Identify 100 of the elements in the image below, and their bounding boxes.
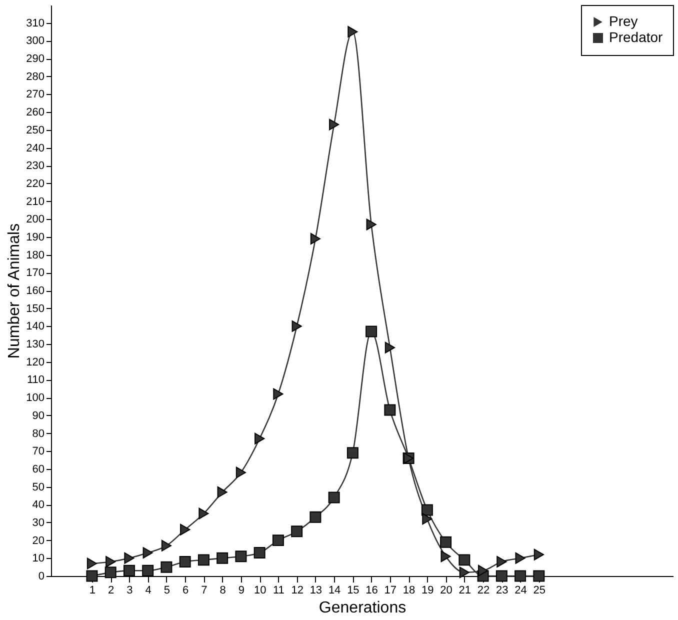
y-tick-label: 290 [26,53,44,66]
y-tick-label: 240 [26,142,44,154]
x-tick-label: 3 [126,584,133,596]
y-tick-label: 0 [38,570,44,582]
y-axis-title: Number of Animals [6,223,24,359]
point [310,511,322,523]
point [217,486,228,498]
point [496,556,507,568]
x-tick-label: 6 [182,584,189,596]
y-tick-label: 260 [26,106,44,119]
point [458,554,470,566]
y-tick-label: 110 [26,374,44,386]
y-tick-label: 210 [26,196,44,208]
x-tick-label: 9 [238,584,245,596]
point [366,326,378,338]
point [123,564,135,576]
point [346,447,358,459]
y-tick-label: 130 [26,338,44,351]
y-tick-label: 100 [26,392,44,404]
x-tick-label: 22 [477,584,490,596]
point [533,570,545,582]
point [478,564,488,576]
y-tick-label: 140 [26,320,44,333]
point [291,526,303,538]
x-tick-label: 17 [384,584,397,596]
x-axis-title: Generations [318,600,406,616]
y-tick-label: 170 [26,267,44,280]
x-tick-label: 5 [164,584,170,596]
y-tick-label: 190 [26,231,44,244]
x-tick-label: 25 [533,584,546,596]
point [515,552,526,564]
y-tick-label: 200 [26,214,44,226]
point [142,547,153,559]
point [124,552,134,564]
point [514,570,526,582]
x-tick-label: 20 [440,584,452,596]
y-tick-label: 30 [32,516,44,529]
point [236,466,246,478]
y-tick-label: 270 [26,88,44,101]
point [254,432,265,444]
x-tick-label: 2 [108,584,114,596]
y-tick-label: 20 [32,534,44,547]
x-tick-label: 13 [310,584,322,596]
point [180,524,190,536]
point [142,564,154,576]
point [235,550,247,562]
point [292,320,302,332]
x-tick-label: 14 [328,584,341,596]
point [160,561,172,573]
y-tick-label: 300 [26,35,44,48]
point [534,548,544,560]
x-tick-label: 16 [366,584,378,596]
point [179,556,191,568]
x-tick-label: 7 [201,584,208,596]
point [496,570,508,582]
y-tick-label: 120 [26,356,44,368]
point [329,118,340,130]
point [161,540,172,552]
x-tick-label: 19 [422,584,434,596]
point [272,534,284,546]
point [216,552,228,564]
y-tick-label: 280 [26,70,44,83]
point [422,513,432,525]
y-tick-label: 90 [32,410,44,422]
point [86,558,98,570]
y-tick-label: 160 [26,285,44,297]
y-tick-label: 230 [26,160,44,172]
x-tick-label: 4 [145,584,152,596]
y-tick-label: 50 [32,481,44,494]
x-tick-label: 12 [291,584,304,596]
point [366,218,376,230]
y-tick-label: 250 [26,124,44,136]
x-tick-label: 8 [220,584,226,596]
point [421,504,433,516]
y-tick-label: 40 [32,499,44,512]
y-tick-label: 10 [32,552,44,565]
x-tick-label: 11 [272,584,284,596]
point [440,550,451,562]
point [459,566,470,578]
y-tick-label: 180 [26,249,44,262]
x-tick-label: 1 [89,584,96,596]
x-tick-label: 15 [347,584,360,596]
x-tick-label: 23 [496,584,508,596]
point [328,492,340,504]
y-tick-label: 310 [26,17,44,30]
y-tick-label: 60 [32,463,44,476]
legend-label: Predator [609,29,664,45]
y-tick-label: 150 [26,302,44,315]
point [310,233,320,244]
point [198,508,209,520]
point [440,536,452,548]
y-tick-label: 220 [26,178,44,190]
x-tick-label: 21 [458,584,472,596]
x-tick-label: 18 [402,584,416,596]
y-tick-label: 80 [32,428,44,440]
y-tick-label: 70 [32,446,44,458]
legend-label: Prey [609,13,638,29]
point [254,547,266,559]
point [348,26,358,38]
x-tick-label: 10 [254,584,266,596]
